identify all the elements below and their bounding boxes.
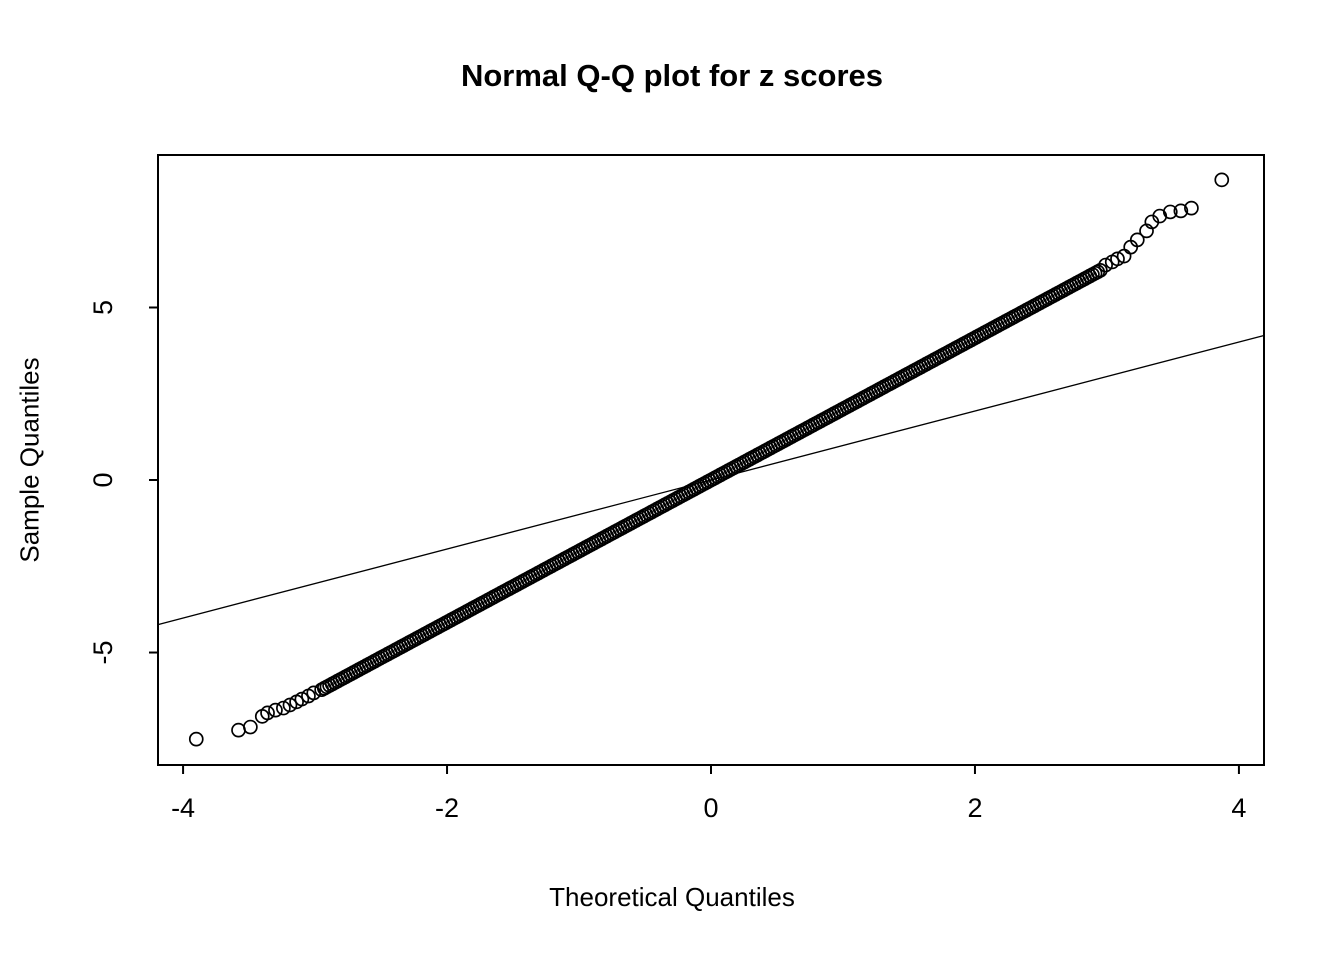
data-point-lower-tail [260,705,275,721]
data-point-lower-tail [294,691,310,707]
data-point-upper-tail [1129,232,1145,248]
data-point-lower-tail [188,731,204,747]
x-tick-label: -2 [435,793,459,823]
data-point-upper-tail [1110,251,1125,267]
x-tick-label: -4 [171,793,195,823]
plot-box [157,154,1265,766]
y-tick-label: 0 [88,472,118,487]
data-point-lower-tail [231,722,246,738]
data-point-lower-tail [282,697,298,713]
data-point-upper-tail [1098,257,1113,273]
data-point-upper-tail [1173,203,1189,219]
data-point-upper-tail [1214,172,1230,188]
x-tick-label: 0 [703,793,718,823]
x-axis-title: Theoretical Quantiles [549,882,795,912]
data-point [1092,262,1108,278]
x-tick-label: 4 [1231,793,1246,823]
y-axis-title: Sample Quantiles [14,357,45,563]
chart-title: Normal Q-Q plot for z scores [460,58,883,93]
data-point-lower-tail [276,700,291,716]
data-point-upper-tail [1162,204,1178,220]
data-point-lower-tail [306,685,322,701]
y-tick-label: -5 [88,641,118,665]
data-point-upper-tail [1184,200,1199,216]
data-point-lower-tail [243,719,258,735]
y-tick-label: 5 [88,300,118,315]
data-point-lower-tail [268,702,283,718]
reference-line [157,334,1265,626]
x-tick-label: 2 [967,793,982,823]
